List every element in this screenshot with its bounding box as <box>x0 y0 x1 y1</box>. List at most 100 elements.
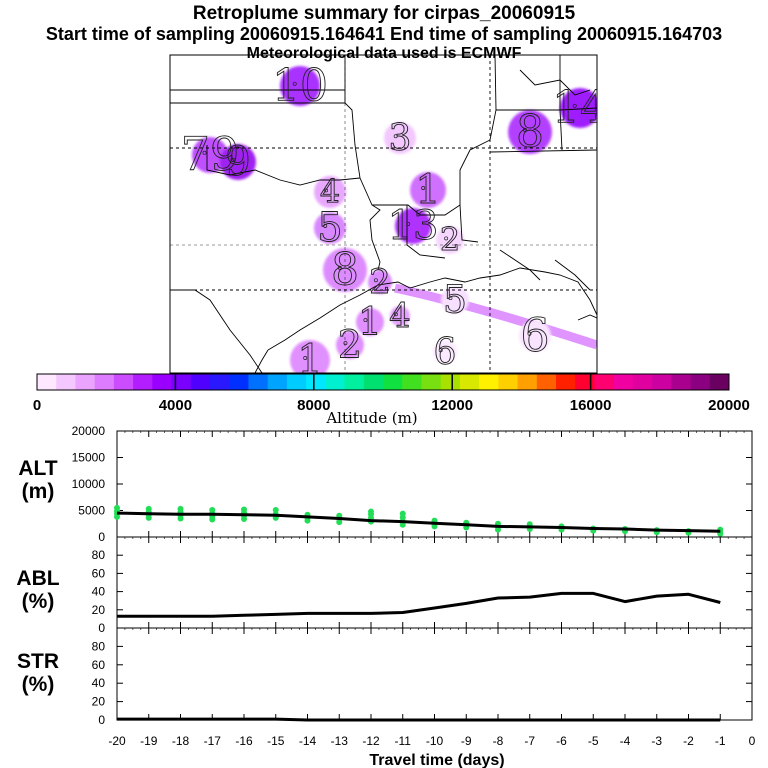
trajectory-marker <box>202 150 207 155</box>
plume-blob <box>384 122 416 154</box>
trajectory-marker <box>444 236 449 241</box>
y-tick-label: 10000 <box>72 477 106 491</box>
colorbar-cell <box>690 374 711 390</box>
plume-blob <box>390 306 410 326</box>
plume-day-label: 1 <box>358 300 382 344</box>
plume-blob <box>410 172 446 208</box>
x-tick-label: -13 <box>331 734 349 748</box>
trajectory-marker <box>323 224 328 228</box>
plume-blob <box>336 331 364 359</box>
x-tick-label: -8 <box>493 734 504 748</box>
plume-day-label: 4 <box>320 173 340 211</box>
plume-day-label: 1 <box>297 337 322 375</box>
series-line-str <box>117 717 721 722</box>
plume-day-label: 5 <box>443 278 467 322</box>
plume-day-label: 2 <box>369 262 391 302</box>
trajectory-marker <box>393 312 398 317</box>
colorbar-cell <box>248 374 269 390</box>
colorbar-cell <box>37 374 57 390</box>
plume-day-label: 8 <box>331 245 359 296</box>
colorbar-cell <box>440 374 461 390</box>
plume-day-label: 79 <box>181 127 240 181</box>
map-boundaries <box>170 55 597 373</box>
altitude-point <box>114 504 120 511</box>
y-tick-label: 15000 <box>72 451 106 465</box>
colorbar-cell <box>286 374 307 390</box>
altitude-point <box>209 506 216 513</box>
plume-blob <box>220 144 256 180</box>
series-line-alt <box>116 511 721 533</box>
y-tick-label: 0 <box>98 530 105 544</box>
plume-blobs <box>192 66 597 373</box>
colorbar-cell <box>556 374 576 390</box>
x-tick-label: -12 <box>362 734 380 748</box>
colorbar-cell <box>190 374 211 390</box>
plume-blob <box>192 137 228 173</box>
y-tick-label: 80 <box>92 548 106 562</box>
str-label-name: STR <box>17 650 59 673</box>
panel-frame <box>116 627 753 721</box>
x-tick-label: -4 <box>620 734 631 748</box>
colorbar-cell <box>498 374 519 390</box>
x-tick-label: -17 <box>204 734 222 748</box>
trajectory-marker <box>393 134 398 139</box>
colorbar-cell <box>459 374 480 390</box>
y-tick-label: 40 <box>92 585 106 599</box>
x-tick-label: -16 <box>235 734 253 748</box>
plume-blob <box>323 248 367 292</box>
altitude-point <box>177 505 184 512</box>
trajectory-marker <box>421 186 426 190</box>
plume-day-label: 14 <box>552 83 608 134</box>
x-tick-label: -5 <box>588 734 599 748</box>
x-axis-title: Travel time (days) <box>369 752 504 768</box>
x-tick-label: 0 <box>749 734 756 748</box>
plume-blob <box>560 88 597 128</box>
colorbar-cell <box>133 374 153 390</box>
plume-day-label: 1 <box>415 167 440 213</box>
colorbar-cell <box>402 374 422 390</box>
plume-blob <box>395 208 431 244</box>
plume-day-label: 13 <box>388 203 439 249</box>
y-tick-label: 60 <box>92 658 106 672</box>
x-tick-label: -2 <box>683 734 694 748</box>
altitude-point <box>399 510 406 517</box>
plume-blob <box>314 176 346 208</box>
colorbar-cell <box>56 374 76 390</box>
trajectory-marker <box>406 222 411 226</box>
altitude-colorbar: 0 4000 8000 12000 16000 20000 Altitude (m) <box>33 373 750 427</box>
plume-day-label: 4 <box>389 296 411 336</box>
y-tick-label: 80 <box>92 639 106 653</box>
x-tick-label: -15 <box>267 734 285 748</box>
panel-frame <box>116 536 753 629</box>
plume-blob <box>368 270 392 294</box>
colorbar-cell <box>536 374 557 390</box>
plume-blob <box>290 340 330 373</box>
trajectory-marker <box>337 265 342 270</box>
colorbar-cell <box>171 374 192 390</box>
colorbar-cell <box>613 374 634 390</box>
met-data-line: Meteorological data used is ECMWF <box>246 45 522 62</box>
colorbar-cell <box>113 374 134 390</box>
abl-panel-label: ABL (%) <box>8 567 68 613</box>
colorbar-tick-label: 0 <box>33 397 41 414</box>
plume-blob <box>314 212 346 244</box>
x-tick-label: -14 <box>299 734 317 748</box>
plume-blob <box>356 308 384 336</box>
plume-day-label: 8 <box>516 107 544 158</box>
x-tick-label: -18 <box>172 734 190 748</box>
plume-blob <box>508 110 552 154</box>
colorbar-cell <box>383 374 403 390</box>
x-tick-label: -9 <box>461 734 472 748</box>
series-line-abl <box>117 591 721 618</box>
trajectory-marker <box>324 188 329 193</box>
y-tick-label: 60 <box>92 566 106 580</box>
colorbar-cell <box>94 374 115 390</box>
trajectory-marker <box>527 331 532 336</box>
trajectory-marker <box>448 296 453 301</box>
map-frame <box>169 54 598 374</box>
y-tick-label: 20000 <box>72 424 106 438</box>
altitude-point <box>272 506 279 513</box>
